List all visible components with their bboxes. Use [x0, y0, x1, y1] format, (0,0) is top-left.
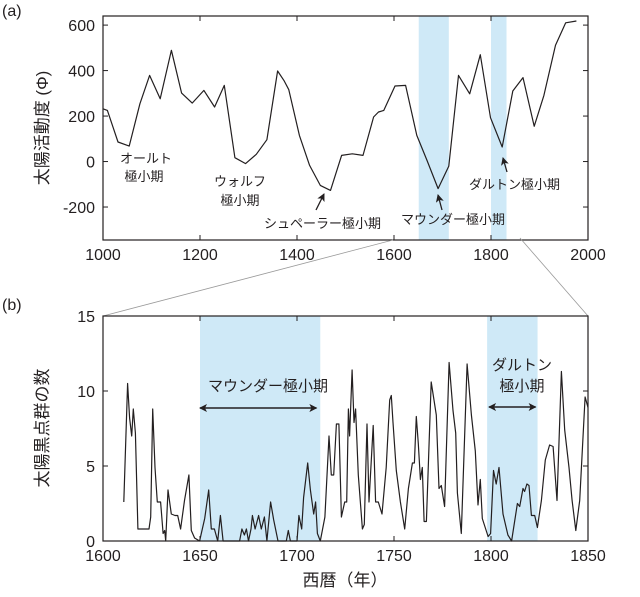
x-tick-label: 2000 [570, 247, 606, 264]
panel-a-label: (a) [2, 3, 22, 20]
plot-a-frame [102, 15, 589, 241]
y-tick-label: -200 [63, 200, 95, 217]
y-tick-label: 0 [86, 155, 95, 172]
annotation-wolf-2: 極小期 [220, 193, 259, 208]
x-tick-label: 1750 [376, 548, 412, 565]
annotation-sporer: シュペーラー極小期 [264, 216, 381, 231]
annotation-maunder-a: マウンダー極小期 [401, 212, 505, 227]
x-tick-label: 1700 [279, 548, 315, 565]
series-line [123, 361, 589, 542]
panel-b-label: (b) [2, 297, 22, 314]
shaded-period-0 [418, 16, 449, 240]
shaded-period-1 [487, 316, 538, 541]
y-tick-label: 400 [68, 64, 95, 81]
x-tick-label: 1600 [376, 247, 412, 264]
x-tick-label: 1400 [279, 247, 315, 264]
x-tick-label: 1000 [85, 247, 121, 264]
y-tick-label: 5 [86, 459, 95, 476]
y-tick-label: 600 [68, 18, 95, 35]
x-axis-title-b: 西暦（年） [303, 571, 388, 590]
series-line [102, 20, 577, 191]
x-tick-label: 1650 [182, 548, 218, 565]
plot-b-frame [102, 315, 589, 542]
panel-a: (a) 1000 1200 1400 1600 1800 20006004002000-2… [2, 3, 606, 264]
arrow-maunder [435, 194, 444, 211]
y-tick-label: 15 [77, 309, 95, 326]
annotation-maunder-b: マウンダー極小期 [208, 378, 328, 395]
x-tick-label: 1850 [570, 548, 606, 565]
y-tick-label: 10 [77, 384, 95, 401]
arrow-sporer [315, 193, 325, 211]
panel-b: (b) 1600 1650 1700 1750 1800 1850 15 10 5 0 太陽黒点群… [2, 297, 606, 590]
y-tick-label: 200 [68, 109, 95, 126]
shaded-period-1 [491, 16, 507, 240]
shaded-period-0 [200, 316, 321, 541]
y-axis-title-b: 太陽黒点群の数 [33, 369, 52, 488]
x-tick-label: 1800 [473, 247, 509, 264]
zoom-connector-left [102, 239, 394, 317]
y-tick-label: 0 [86, 534, 95, 551]
y-axis-title-a: 太陽活動度 (Φ) [33, 71, 52, 186]
annotation-wolf-1: ウォルフ [214, 174, 266, 189]
x-tick-label: 1200 [182, 247, 218, 264]
arrow-dalton [501, 157, 509, 173]
annotation-dalton-b-1: ダルトン [492, 357, 552, 374]
x-tick-label: 1600 [85, 548, 121, 565]
x-tick-label: 1800 [473, 548, 509, 565]
zoom-connector-right [519, 237, 589, 317]
annotation-oort-1: オールト [120, 151, 172, 166]
annotation-oort-2: 極小期 [124, 169, 163, 184]
annotation-dalton-a: ダルトン極小期 [469, 177, 560, 192]
annotation-dalton-b-2: 極小期 [499, 378, 544, 395]
